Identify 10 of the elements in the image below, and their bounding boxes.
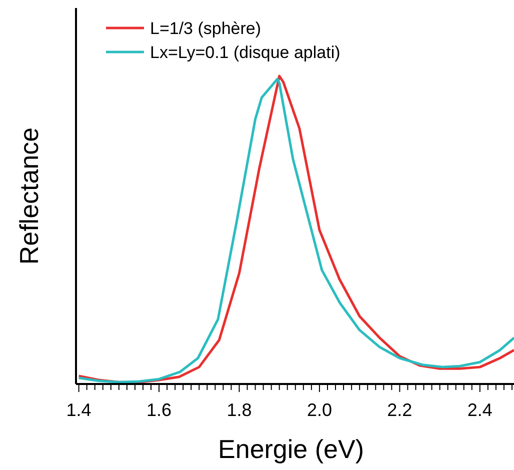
x-tick-label: 2.2 — [387, 400, 412, 420]
x-tick-label: 1.4 — [66, 400, 92, 420]
legend-label: Lx=Ly=0.1 (disque aplati) — [150, 43, 340, 62]
x-tick-label: 2.0 — [306, 400, 332, 420]
x-tick-label: 2.4 — [467, 400, 492, 420]
x-tick-label: 1.8 — [226, 400, 252, 420]
y-axis-title: Reflectance — [14, 127, 44, 265]
legend-label: L=1/3 (sphère) — [150, 19, 262, 38]
x-axis-title: Energie (eV) — [218, 434, 364, 464]
x-tick-label: 1.6 — [146, 400, 172, 420]
